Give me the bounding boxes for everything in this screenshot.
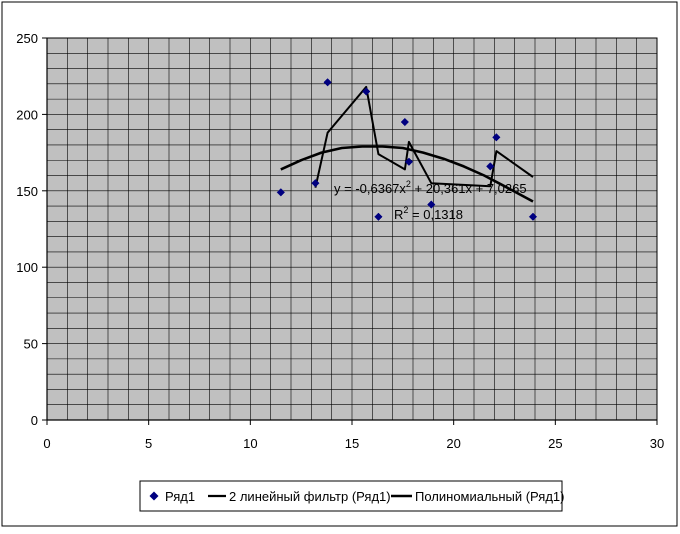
axes bbox=[42, 37, 658, 425]
legend: Ряд1 2 линейный фильтр (Ряд1) Полиномиальн… bbox=[139, 480, 564, 512]
data-point bbox=[374, 212, 383, 221]
legend-label-polynomial: Полиномиальный (Ряд1) bbox=[415, 489, 564, 504]
x-tick-label: 20 bbox=[446, 436, 460, 451]
data-point bbox=[404, 157, 414, 166]
legend-label-series: Ряд1 bbox=[165, 489, 195, 504]
legend-marker-diamond bbox=[149, 491, 159, 501]
data-point bbox=[362, 87, 371, 96]
series-points bbox=[276, 78, 538, 221]
x-tick-label: 25 bbox=[548, 436, 562, 451]
y-tick-label: 50 bbox=[24, 337, 38, 352]
data-point bbox=[276, 188, 285, 197]
x-tick-label: 10 bbox=[243, 436, 257, 451]
grid-vertical bbox=[67, 38, 637, 420]
y-tick-label: 150 bbox=[16, 184, 38, 199]
polynomial-trend-line bbox=[280, 145, 534, 203]
data-point bbox=[427, 200, 436, 209]
y-tick-label: 0 bbox=[31, 413, 38, 428]
data-point bbox=[492, 133, 501, 142]
x-tick-labels: 0 5 10 15 20 25 30 bbox=[43, 436, 664, 451]
moving-average-line bbox=[314, 85, 534, 188]
y-tick-labels: 0 50 100 150 200 250 bbox=[16, 31, 38, 428]
x-tick-label: 30 bbox=[650, 436, 664, 451]
data-point bbox=[311, 179, 320, 188]
trendline-equation: y = -0,6367x2 + 20,361x + 7,0265 bbox=[334, 179, 527, 196]
y-tick-label: 200 bbox=[16, 107, 38, 122]
data-point bbox=[400, 117, 410, 127]
legend-label-moving-average: 2 линейный фильтр (Ряд1) bbox=[229, 489, 391, 504]
y-tick-label: 100 bbox=[16, 260, 38, 275]
legend-items: Ряд1 2 линейный фильтр (Ряд1) Полиномиальн… bbox=[149, 489, 564, 504]
r-squared-label: R2 = 0,1318 bbox=[394, 205, 463, 222]
data-point bbox=[486, 162, 495, 171]
y-tick-label: 250 bbox=[16, 31, 38, 46]
x-tick-label: 5 bbox=[145, 436, 152, 451]
data-point bbox=[528, 212, 538, 221]
data-point bbox=[323, 78, 332, 87]
series-lines bbox=[280, 85, 534, 203]
x-tick-label: 0 bbox=[43, 436, 50, 451]
x-tick-label: 15 bbox=[345, 436, 359, 451]
